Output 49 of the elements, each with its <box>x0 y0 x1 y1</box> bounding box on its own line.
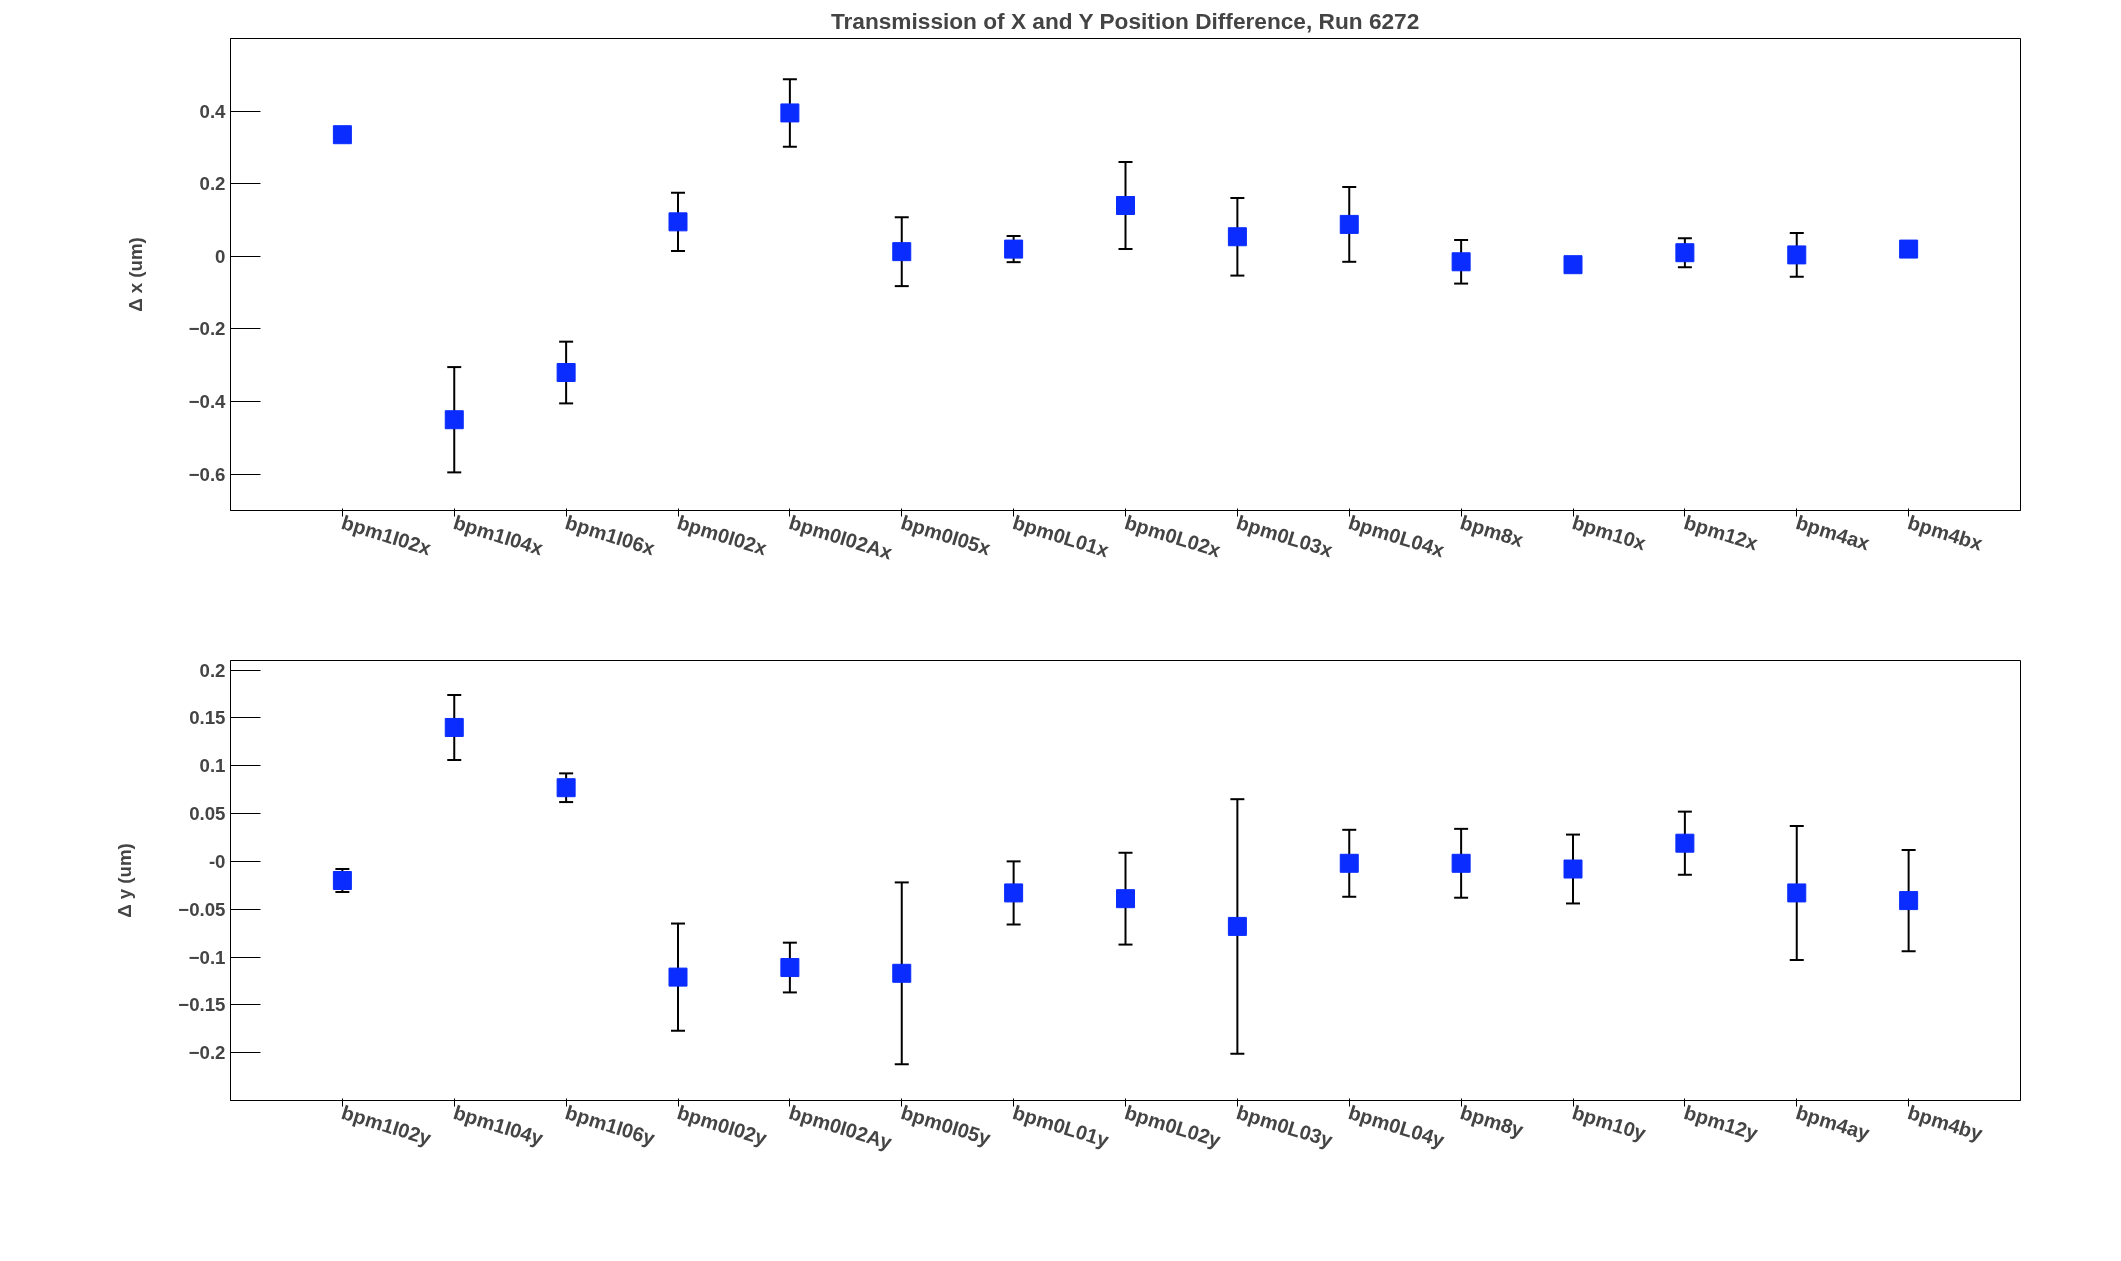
y-tick-label: −0.1 <box>188 946 226 968</box>
point <box>1116 889 1135 909</box>
point <box>1004 239 1024 259</box>
point <box>1899 891 1919 911</box>
y-tick-label: 0.1 <box>199 755 226 777</box>
point <box>668 967 688 987</box>
y-tick-label: −0.6 <box>188 463 226 485</box>
y-tick-label: 0.4 <box>199 100 227 122</box>
y-tick-label: 0.05 <box>189 803 226 825</box>
y-tick-label: −0.15 <box>178 994 226 1016</box>
y-tick-label: −0.2 <box>188 318 226 340</box>
y-tick-label: −0.4 <box>188 391 227 413</box>
y-tick-label: 0.2 <box>199 173 226 195</box>
point <box>892 963 912 983</box>
point <box>1563 859 1583 879</box>
point <box>1227 916 1247 936</box>
point <box>1563 255 1583 275</box>
point <box>444 410 464 430</box>
point <box>780 103 800 123</box>
point <box>444 717 464 737</box>
point <box>1451 252 1471 272</box>
x-tick-label: bpm8y <box>1457 1100 1527 1142</box>
y-tick-label: −0.2 <box>188 1042 226 1064</box>
chart-title: Transmission of X and Y Position Difference, Run 6272 <box>830 7 1420 34</box>
point <box>556 778 576 798</box>
point <box>780 958 800 978</box>
point <box>1675 833 1695 853</box>
point <box>1004 883 1024 903</box>
point <box>1116 196 1135 216</box>
point <box>1227 227 1247 247</box>
y-tick-label: -0 <box>208 850 226 872</box>
y-tick-label: −0.05 <box>178 898 226 920</box>
point <box>1451 853 1471 873</box>
point <box>556 363 576 383</box>
y-tick-label: 0.2 <box>199 659 226 681</box>
y-axis-title: Δ x (um) <box>124 237 146 312</box>
y-tick-label: 0.15 <box>189 707 226 729</box>
point <box>1339 214 1359 234</box>
point <box>332 125 352 145</box>
point <box>1675 243 1695 263</box>
point <box>1787 245 1807 265</box>
point <box>892 242 912 262</box>
x-tick-label: bpm8x <box>1457 510 1526 552</box>
point <box>1339 853 1359 873</box>
y-tick-label: 0 <box>215 245 226 267</box>
point <box>1899 239 1919 259</box>
point <box>668 212 688 232</box>
y-axis-title: Δ y (um) <box>114 843 136 918</box>
point <box>1787 883 1807 903</box>
